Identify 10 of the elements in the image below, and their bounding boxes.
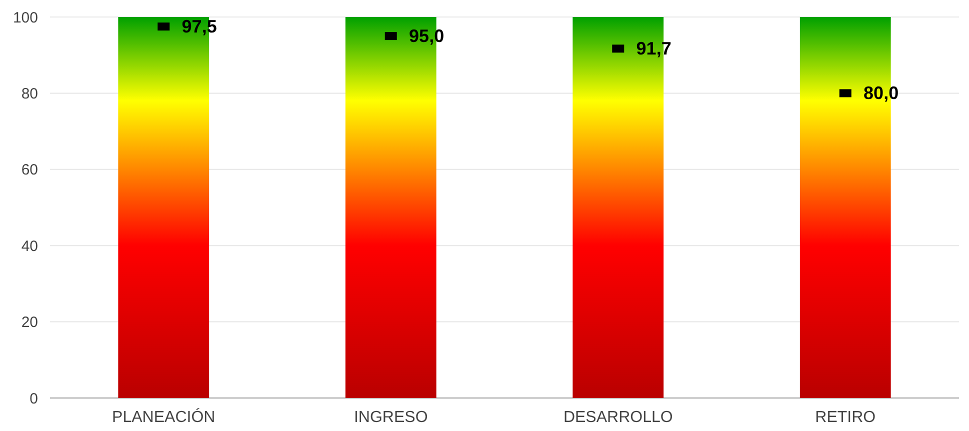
y-tick-label: 100 xyxy=(12,9,38,26)
y-tick-label: 0 xyxy=(30,390,38,408)
y-tick-label: 80 xyxy=(21,85,38,102)
x-tick-label: PLANEACIÓN xyxy=(112,408,216,426)
x-tick-label: RETIRO xyxy=(815,409,876,426)
y-tick-label: 60 xyxy=(21,162,38,179)
y-tick-label: 20 xyxy=(21,314,38,332)
x-tick-label: DESARROLLO xyxy=(563,409,673,426)
x-tick-label: INGRESO xyxy=(354,409,428,426)
y-tick-label: 40 xyxy=(21,238,38,255)
